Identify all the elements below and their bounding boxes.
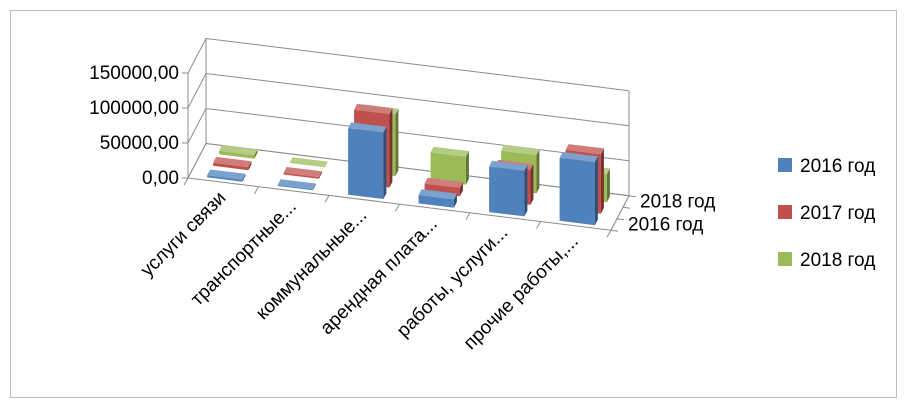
legend-label: 2017 год	[800, 203, 875, 224]
depth-tick-mark	[610, 229, 619, 232]
bar-top	[354, 103, 393, 115]
bar-front	[418, 195, 454, 208]
bar-front	[559, 157, 595, 226]
y-tick-label: 150000,00	[89, 63, 179, 84]
x-tick-mark	[606, 229, 612, 238]
bar-2017-год-1	[283, 167, 322, 179]
y-tick-label: 0,00	[142, 168, 179, 189]
bar-top	[219, 145, 258, 156]
bar-2016-год-3	[418, 189, 457, 208]
bar-front	[277, 184, 313, 191]
bar-top	[348, 122, 387, 133]
bar-side	[465, 151, 469, 185]
bar-top	[565, 144, 604, 155]
bar-side	[389, 108, 393, 188]
depth-tick-label: 2016 год	[628, 214, 703, 235]
bar-side	[536, 149, 540, 194]
bar-2016-год-1	[277, 179, 316, 191]
x-tick-mark	[395, 203, 400, 212]
bar-top	[430, 146, 469, 157]
bar-top	[289, 157, 328, 168]
depth-axis	[610, 195, 630, 231]
bar-side	[606, 168, 610, 203]
bar-front	[219, 150, 255, 159]
bar-2016-год-4	[489, 160, 528, 217]
bar-side	[254, 149, 258, 159]
x-tick-mark	[536, 221, 541, 229]
bar-side	[312, 183, 316, 191]
bar-top	[283, 167, 322, 178]
bar-side	[318, 171, 322, 179]
legend-swatch	[778, 158, 792, 172]
bar-top	[213, 156, 252, 167]
x-tick-mark	[324, 195, 330, 203]
bar-top	[501, 144, 540, 155]
bar-side	[600, 148, 604, 214]
legend-label: 2018 год	[800, 250, 875, 271]
depth-tick-mark	[616, 218, 625, 221]
depth-tick-mark	[628, 195, 637, 198]
bar-2018-год-1	[289, 157, 328, 168]
bar-side	[242, 173, 246, 182]
bar-top	[277, 179, 316, 190]
bar-2016-год-0	[207, 169, 246, 182]
bar-top	[559, 152, 598, 163]
legend-swatch	[778, 205, 792, 219]
depth-tick-label: 2018 год	[640, 191, 715, 212]
gridline	[187, 72, 630, 127]
bar-side	[524, 165, 528, 217]
bar-side	[248, 161, 252, 171]
bar-2018-год-0	[219, 145, 258, 159]
bar-front	[348, 128, 384, 200]
bar-side	[383, 126, 387, 200]
bar-2016-год-5	[559, 152, 598, 226]
y-tick-label: 100000,00	[89, 98, 179, 119]
y-tick-label: 50000,00	[100, 133, 179, 154]
x-tick-mark	[254, 186, 259, 194]
bar-front	[430, 152, 466, 185]
depth-tick-mark	[622, 206, 631, 209]
bar-side	[395, 108, 399, 177]
legend-label: 2016 год	[800, 156, 875, 177]
x-tick-mark	[183, 177, 189, 186]
legend-swatch	[778, 252, 792, 266]
legend: 2016 год 2017 год 2018 год	[778, 156, 875, 271]
bar-2016-год-2	[348, 122, 387, 200]
bar-side	[530, 164, 534, 205]
bar-2017-год-0	[213, 156, 252, 171]
bar-side	[594, 156, 598, 226]
bar-front	[207, 175, 243, 182]
bar-top	[489, 160, 528, 171]
bar-2018-год-3	[430, 146, 469, 185]
bar-top	[424, 177, 463, 188]
bar-side	[453, 193, 457, 208]
bar-front	[213, 162, 249, 171]
bar-top	[418, 189, 457, 200]
bar-side	[459, 182, 463, 197]
bar-front	[489, 166, 525, 217]
bar-front	[283, 172, 319, 179]
x-tick-mark	[465, 212, 471, 221]
bar-top	[207, 169, 246, 180]
gridline	[187, 37, 630, 92]
